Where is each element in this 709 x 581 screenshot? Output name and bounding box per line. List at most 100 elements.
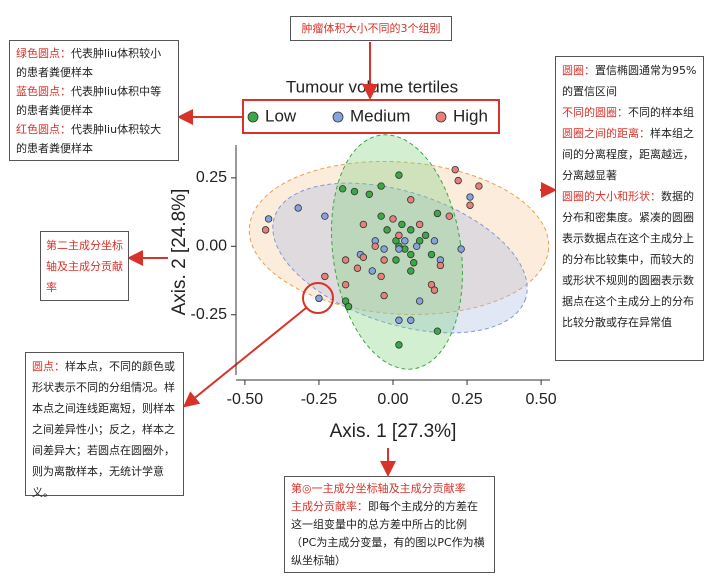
- point: [353, 264, 362, 272]
- point: [392, 256, 400, 264]
- point: [371, 242, 379, 251]
- x-tick-label: 0.25: [451, 391, 482, 408]
- point: [415, 297, 424, 305]
- label: 蓝色圆点：: [16, 85, 71, 98]
- point: [407, 316, 415, 324]
- legend-marker: [332, 111, 344, 123]
- label: 不同的圆圈：: [562, 106, 628, 119]
- label: 圆圈之间的距离：: [562, 127, 650, 140]
- title: 第◎一主成分坐标轴及主成分贡献率: [291, 482, 466, 495]
- point: [315, 294, 323, 303]
- point: [365, 190, 374, 198]
- x-tick-label: -0.50: [227, 391, 264, 408]
- text: 样本组之间的分离程度，距离越远，分离越显著: [562, 127, 694, 182]
- x-tick-label: 0.00: [377, 391, 408, 408]
- label: 主成分贡献率：: [291, 500, 368, 513]
- label: 红色圆点：: [16, 123, 71, 136]
- point: [341, 256, 350, 264]
- point: [445, 212, 453, 220]
- y-tick-label: 0.00: [196, 238, 227, 255]
- point: [264, 215, 273, 223]
- point: [380, 256, 388, 264]
- point: [398, 220, 406, 229]
- text: 数据的分布和密集度。紧凑的圆圈表示数据点在这个主成分上的分布比较集中，而较大的或…: [562, 190, 694, 329]
- legend-label: Low: [265, 106, 297, 125]
- point: [466, 201, 474, 209]
- point: [377, 182, 385, 190]
- note: 圆圈：置信椭圆通常为95%的置信区间: [562, 60, 697, 102]
- point: [344, 302, 353, 311]
- point: [410, 259, 418, 267]
- y-tick-label: 0.25: [196, 169, 227, 186]
- note: 主成分贡献率：即每个主成分的方差在这一组变量中的总方差中所占的比例（PC为主成分…: [291, 498, 488, 570]
- point: [359, 253, 368, 261]
- note: 红色圆点：代表肿liu体积较大的患者粪便样本: [16, 120, 172, 158]
- text: 代表肿liu体积较大的患者粪便样本: [16, 123, 162, 155]
- point: [427, 250, 436, 259]
- point: [380, 291, 388, 300]
- point: [430, 237, 439, 245]
- text: 置信椭圆通常为95%的置信区间: [562, 64, 697, 98]
- point: [395, 171, 403, 179]
- point: [321, 272, 329, 281]
- text: 样本点，不同的颜色或形状表示不同的分组情况。样本点之间连线距离短，则样本之间差异…: [32, 360, 175, 499]
- point: [401, 237, 409, 245]
- text: 代表肿liu体积中等的患者粪便样本: [16, 85, 162, 117]
- y-tick-label: -0.25: [191, 306, 228, 323]
- point: [457, 245, 465, 253]
- point: [421, 231, 430, 240]
- point: [436, 261, 445, 270]
- text: 即每个主成分的方差在这一组变量中的总方差中所占的比例（PC为主成分变量，有的图以…: [291, 500, 485, 567]
- point: [321, 212, 329, 220]
- point: [383, 226, 391, 234]
- point: [395, 231, 403, 240]
- label: 绿色圆点：: [16, 47, 71, 60]
- points: [261, 165, 483, 349]
- legend-note: 肿瘤体积大小不同的3个组别: [301, 22, 441, 35]
- y-axis-note-box: 第二主成分坐标轴及主成分贡献率: [40, 231, 129, 301]
- point: [368, 267, 376, 275]
- x-tick-label: 0.50: [526, 391, 557, 408]
- note: 蓝色圆点：代表肿liu体积中等的患者粪便样本: [16, 82, 172, 120]
- label: 圆圈：: [562, 64, 595, 77]
- highlight-circle: [302, 282, 334, 314]
- ellipse-medium: [272, 182, 528, 334]
- legend-marker: [247, 111, 259, 123]
- x-axis-note-box: 第◎一主成分坐标轴及主成分贡献率 主成分贡献率：即每个主成分的方差在这一组变量中…: [284, 476, 495, 573]
- point: [395, 341, 403, 349]
- point: [359, 220, 368, 229]
- point: [407, 250, 415, 259]
- point: [341, 280, 350, 289]
- point: [377, 212, 385, 220]
- point: [407, 196, 415, 204]
- point: [433, 327, 442, 335]
- note: 圆圈之间的距离：样本组之间的分离程度，距离越远，分离越显著: [562, 123, 697, 186]
- point: [395, 245, 403, 253]
- point: [377, 272, 385, 281]
- y-axis-note: 第二主成分坐标轴及主成分贡献率: [46, 239, 123, 294]
- note: 不同的圆圈：不同的样本组: [562, 102, 697, 123]
- point: [415, 220, 424, 229]
- point: [338, 185, 347, 193]
- arrows: [127, 42, 557, 477]
- note: 绿色圆点：代表肿liu体积较小的患者粪便样本: [16, 44, 172, 82]
- point: [294, 204, 302, 212]
- note: 圆圈的大小和形状：数据的分布和密集度。紧凑的圆圈表示数据点在这个主成分上的分布比…: [562, 186, 697, 333]
- point: [350, 187, 359, 196]
- point: [430, 286, 439, 294]
- point: [475, 182, 483, 190]
- x-axis-label: Axis. 1 [27.3%]: [330, 421, 457, 442]
- legend-box: [242, 99, 500, 134]
- text: 代表肿liu体积较小的患者粪便样本: [16, 47, 162, 79]
- point: [407, 226, 415, 234]
- label: 圆圈的大小和形状：: [562, 190, 661, 203]
- point: [407, 267, 415, 275]
- groups-box: 绿色圆点：代表肿liu体积较小的患者粪便样本 蓝色圆点：代表肿liu体积中等的患…: [9, 40, 179, 161]
- legend-label: Medium: [350, 106, 410, 125]
- legend-note-box: 肿瘤体积大小不同的3个组别: [290, 16, 452, 41]
- point: [454, 176, 462, 185]
- legend-label: High: [453, 106, 488, 125]
- point: [380, 245, 388, 253]
- arrow: [182, 307, 307, 408]
